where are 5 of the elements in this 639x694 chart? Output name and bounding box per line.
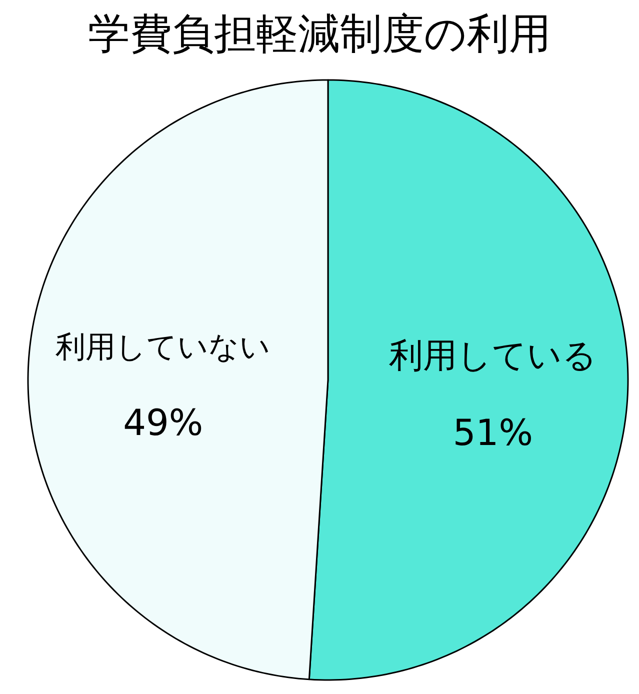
chart-title: 学費負担軽減制度の利用	[88, 9, 551, 58]
data-label: 51%	[452, 413, 533, 454]
slice-label: 利用していない	[56, 330, 271, 365]
slice-label: 利用している	[388, 336, 597, 376]
data-label: 49%	[123, 402, 204, 444]
